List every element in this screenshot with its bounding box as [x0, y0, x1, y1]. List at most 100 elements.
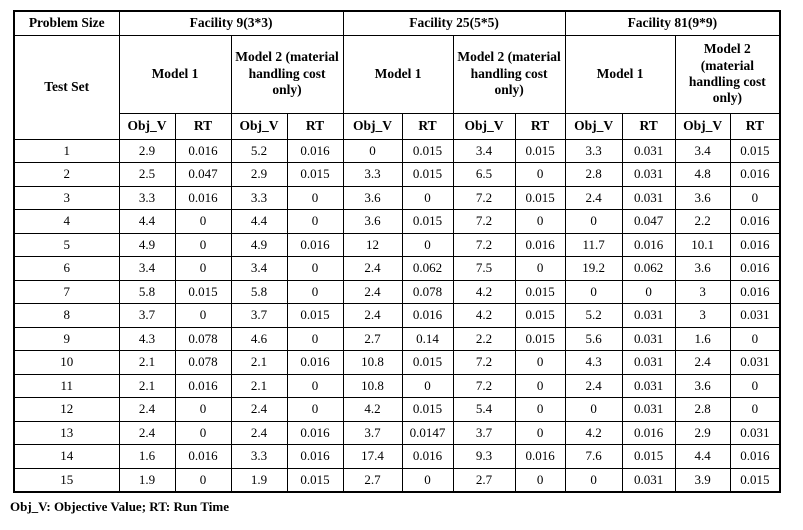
- value-cell: 2.5: [118, 162, 176, 187]
- value-cell: 3: [674, 303, 731, 328]
- value-cell: 4.2: [452, 279, 516, 304]
- value-cell: 0: [286, 185, 344, 210]
- facility-9-header: Facility 9(3*3): [118, 10, 344, 36]
- value-cell: 0.031: [621, 162, 676, 187]
- value-cell: 5.2: [230, 138, 288, 163]
- value-cell: 4.3: [564, 350, 623, 375]
- value-cell: 0.062: [621, 256, 676, 281]
- value-cell: 0.016: [401, 444, 454, 469]
- test-set-cell: 4: [13, 209, 120, 234]
- value-cell: 3.3: [118, 185, 176, 210]
- value-cell: 0: [174, 397, 232, 422]
- value-cell: 1.9: [118, 467, 176, 493]
- value-cell: 0: [729, 373, 781, 398]
- facility-81-header: Facility 81(9*9): [564, 10, 781, 36]
- table-row: 7 5.8 0.015 5.8 0 2.4 0.078 4.2 0.015 0 0 3 0.016: [13, 279, 781, 304]
- value-cell: 0: [286, 373, 344, 398]
- test-set-cell: 5: [13, 232, 120, 257]
- value-cell: 3.6: [674, 373, 731, 398]
- value-cell: 0.031: [729, 350, 781, 375]
- table-row: 3 3.3 0.016 3.3 0 3.6 0 7.2 0.015 2.4 0.031 3.6 0: [13, 185, 781, 210]
- value-cell: 7.2: [452, 232, 516, 257]
- test-set-header: Test Set: [13, 34, 120, 140]
- objv-header: Obj_V: [452, 112, 516, 140]
- value-cell: 2.4: [118, 420, 176, 445]
- value-cell: 0.078: [174, 350, 232, 375]
- value-cell: 3.3: [230, 444, 288, 469]
- value-cell: 6.5: [452, 162, 516, 187]
- value-cell: 2.4: [230, 420, 288, 445]
- model2-header: Model 2 (material handling cost only): [452, 34, 566, 114]
- value-cell: 0.015: [401, 350, 454, 375]
- value-cell: 3.6: [342, 209, 403, 234]
- value-cell: 2.7: [342, 467, 403, 493]
- value-cell: 10.8: [342, 373, 403, 398]
- value-cell: 0: [401, 232, 454, 257]
- value-cell: 0: [564, 467, 623, 493]
- value-cell: 0.015: [401, 209, 454, 234]
- table-row: 6 3.4 0 3.4 0 2.4 0.062 7.5 0 19.2 0.062 3.6 0.016: [13, 256, 781, 281]
- value-cell: 2.4: [118, 397, 176, 422]
- value-cell: 0.016: [621, 420, 676, 445]
- rt-header: RT: [174, 112, 232, 140]
- value-cell: 7.2: [452, 373, 516, 398]
- value-cell: 3.7: [342, 420, 403, 445]
- value-cell: 7.2: [452, 185, 516, 210]
- value-cell: 2.2: [674, 209, 731, 234]
- value-cell: 0: [174, 467, 232, 493]
- model1-header: Model 1: [564, 34, 676, 114]
- value-cell: 0.016: [286, 350, 344, 375]
- value-cell: 0.016: [514, 232, 566, 257]
- value-cell: 0.015: [514, 185, 566, 210]
- value-cell: 4.2: [452, 303, 516, 328]
- table-row: 11 2.1 0.016 2.1 0 10.8 0 7.2 0 2.4 0.031 3.6 0: [13, 373, 781, 398]
- value-cell: 7.5: [452, 256, 516, 281]
- problem-size-header: Problem Size: [13, 10, 120, 36]
- value-cell: 0: [514, 350, 566, 375]
- objv-header: Obj_V: [118, 112, 176, 140]
- value-cell: 0: [514, 256, 566, 281]
- value-cell: 3.7: [230, 303, 288, 328]
- value-cell: 3: [674, 279, 731, 304]
- value-cell: 5.2: [564, 303, 623, 328]
- value-cell: 2.9: [118, 138, 176, 163]
- value-cell: 2.2: [452, 326, 516, 351]
- value-cell: 0.015: [286, 467, 344, 493]
- value-cell: 2.4: [564, 373, 623, 398]
- value-cell: 0: [286, 209, 344, 234]
- model1-header: Model 1: [342, 34, 454, 114]
- value-cell: 0: [401, 185, 454, 210]
- value-cell: 0: [401, 373, 454, 398]
- table-row: 9 4.3 0.078 4.6 0 2.7 0.14 2.2 0.015 5.6 0.031 1.6 0: [13, 326, 781, 351]
- value-cell: 3.9: [674, 467, 731, 493]
- value-cell: 2.4: [564, 185, 623, 210]
- value-cell: 4.8: [674, 162, 731, 187]
- value-cell: 1.6: [674, 326, 731, 351]
- value-cell: 3.3: [230, 185, 288, 210]
- rt-header: RT: [514, 112, 566, 140]
- test-set-cell: 14: [13, 444, 120, 469]
- value-cell: 0.016: [286, 138, 344, 163]
- value-cell: 0: [286, 279, 344, 304]
- value-cell: 0.047: [174, 162, 232, 187]
- value-cell: 0.016: [174, 373, 232, 398]
- value-cell: 4.4: [230, 209, 288, 234]
- test-set-cell: 15: [13, 467, 120, 493]
- value-cell: 0: [174, 209, 232, 234]
- value-cell: 12: [342, 232, 403, 257]
- value-cell: 0.031: [729, 420, 781, 445]
- value-cell: 0: [514, 162, 566, 187]
- rt-header: RT: [286, 112, 344, 140]
- value-cell: 5.8: [230, 279, 288, 304]
- value-cell: 0: [174, 420, 232, 445]
- table-footnote: Obj_V: Objective Value; RT: Run Time: [10, 499, 229, 514]
- value-cell: 0.015: [514, 326, 566, 351]
- value-cell: 0.031: [621, 350, 676, 375]
- value-cell: 4.2: [342, 397, 403, 422]
- value-cell: 4.4: [674, 444, 731, 469]
- value-cell: 0.016: [286, 420, 344, 445]
- table-row: 8 3.7 0 3.7 0.015 2.4 0.016 4.2 0.015 5.2 0.031 3 0.…: [13, 303, 781, 328]
- value-cell: 0: [174, 232, 232, 257]
- value-cell: 0: [174, 303, 232, 328]
- value-cell: 4.4: [118, 209, 176, 234]
